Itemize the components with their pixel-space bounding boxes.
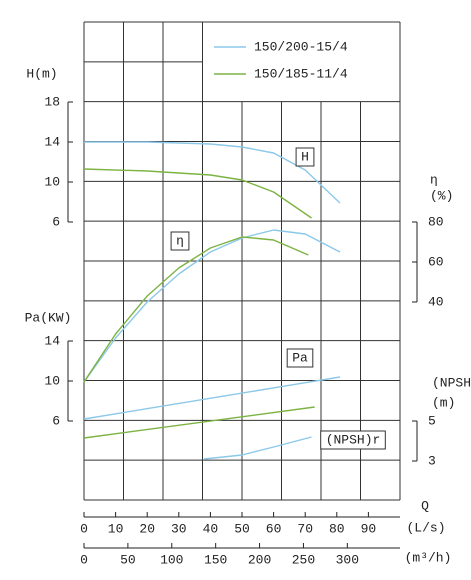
y-tick-label: 6 bbox=[52, 214, 60, 229]
y-tick-label: 14 bbox=[44, 333, 60, 348]
curve bbox=[83, 168, 312, 219]
x-tick-label: 150 bbox=[204, 552, 227, 567]
curve-label-box bbox=[286, 348, 314, 368]
curve bbox=[83, 376, 341, 420]
x-tick-label: 100 bbox=[160, 552, 183, 567]
curve-label-box bbox=[170, 231, 190, 251]
x-tick-label: 60 bbox=[266, 521, 282, 536]
curve-label: H bbox=[301, 149, 309, 164]
x-tick-label: 10 bbox=[108, 521, 124, 536]
curve bbox=[84, 141, 341, 204]
curve bbox=[83, 236, 309, 383]
x-tick-label: 50 bbox=[120, 552, 136, 567]
x-tick-label: 90 bbox=[361, 521, 377, 536]
legend-label: 150/185-11/4 bbox=[254, 66, 348, 81]
x-tick-label: 300 bbox=[336, 552, 359, 567]
curve-label-box bbox=[295, 147, 315, 167]
y-tick-label: 6 bbox=[52, 413, 60, 428]
y-tick-label: 40 bbox=[428, 294, 444, 309]
curve-label: Pa bbox=[292, 350, 308, 365]
x-tick-label: 20 bbox=[139, 521, 155, 536]
y-tick-label: 14 bbox=[44, 134, 60, 149]
y-tick-label: 3 bbox=[428, 453, 436, 468]
y-tick-label: 60 bbox=[428, 254, 444, 269]
y-tick-label: 10 bbox=[44, 373, 60, 388]
x-tick-label: 200 bbox=[248, 552, 271, 567]
curve bbox=[83, 406, 315, 439]
legend-label: 150/200-15/4 bbox=[254, 39, 348, 54]
y-tick-label: 80 bbox=[428, 214, 444, 229]
y-tick-label: 10 bbox=[44, 174, 60, 189]
y-axis-label: (NPSH)r bbox=[432, 375, 471, 390]
curve-label: (NPSH)r bbox=[326, 432, 381, 447]
y-axis-label: H(m) bbox=[26, 66, 57, 81]
y-axis-label: η bbox=[430, 172, 438, 187]
x-tick-label: 70 bbox=[297, 521, 313, 536]
x-axis-label: Q bbox=[421, 498, 429, 513]
y-axis-unit: (m) bbox=[432, 395, 455, 410]
x-tick-label: 250 bbox=[292, 552, 315, 567]
x-axis-unit: (L/s) bbox=[406, 520, 445, 535]
y-tick-label: 5 bbox=[428, 413, 436, 428]
x-tick-label: 50 bbox=[234, 521, 250, 536]
y-axis-unit: (%) bbox=[430, 188, 453, 203]
x-tick-label: 40 bbox=[203, 521, 219, 536]
curve bbox=[204, 436, 312, 460]
x-tick-label: 0 bbox=[80, 552, 88, 567]
curve-label: η bbox=[176, 233, 184, 248]
x-tick-label: 30 bbox=[171, 521, 187, 536]
x-axis-unit: (m³/h) bbox=[405, 550, 452, 565]
x-tick-label: 0 bbox=[80, 521, 88, 536]
curve-label-box bbox=[320, 430, 386, 450]
y-axis-label: Pa(KW) bbox=[25, 310, 72, 325]
curve bbox=[83, 229, 341, 383]
x-tick-label: 80 bbox=[329, 521, 345, 536]
y-tick-label: 18 bbox=[44, 94, 60, 109]
